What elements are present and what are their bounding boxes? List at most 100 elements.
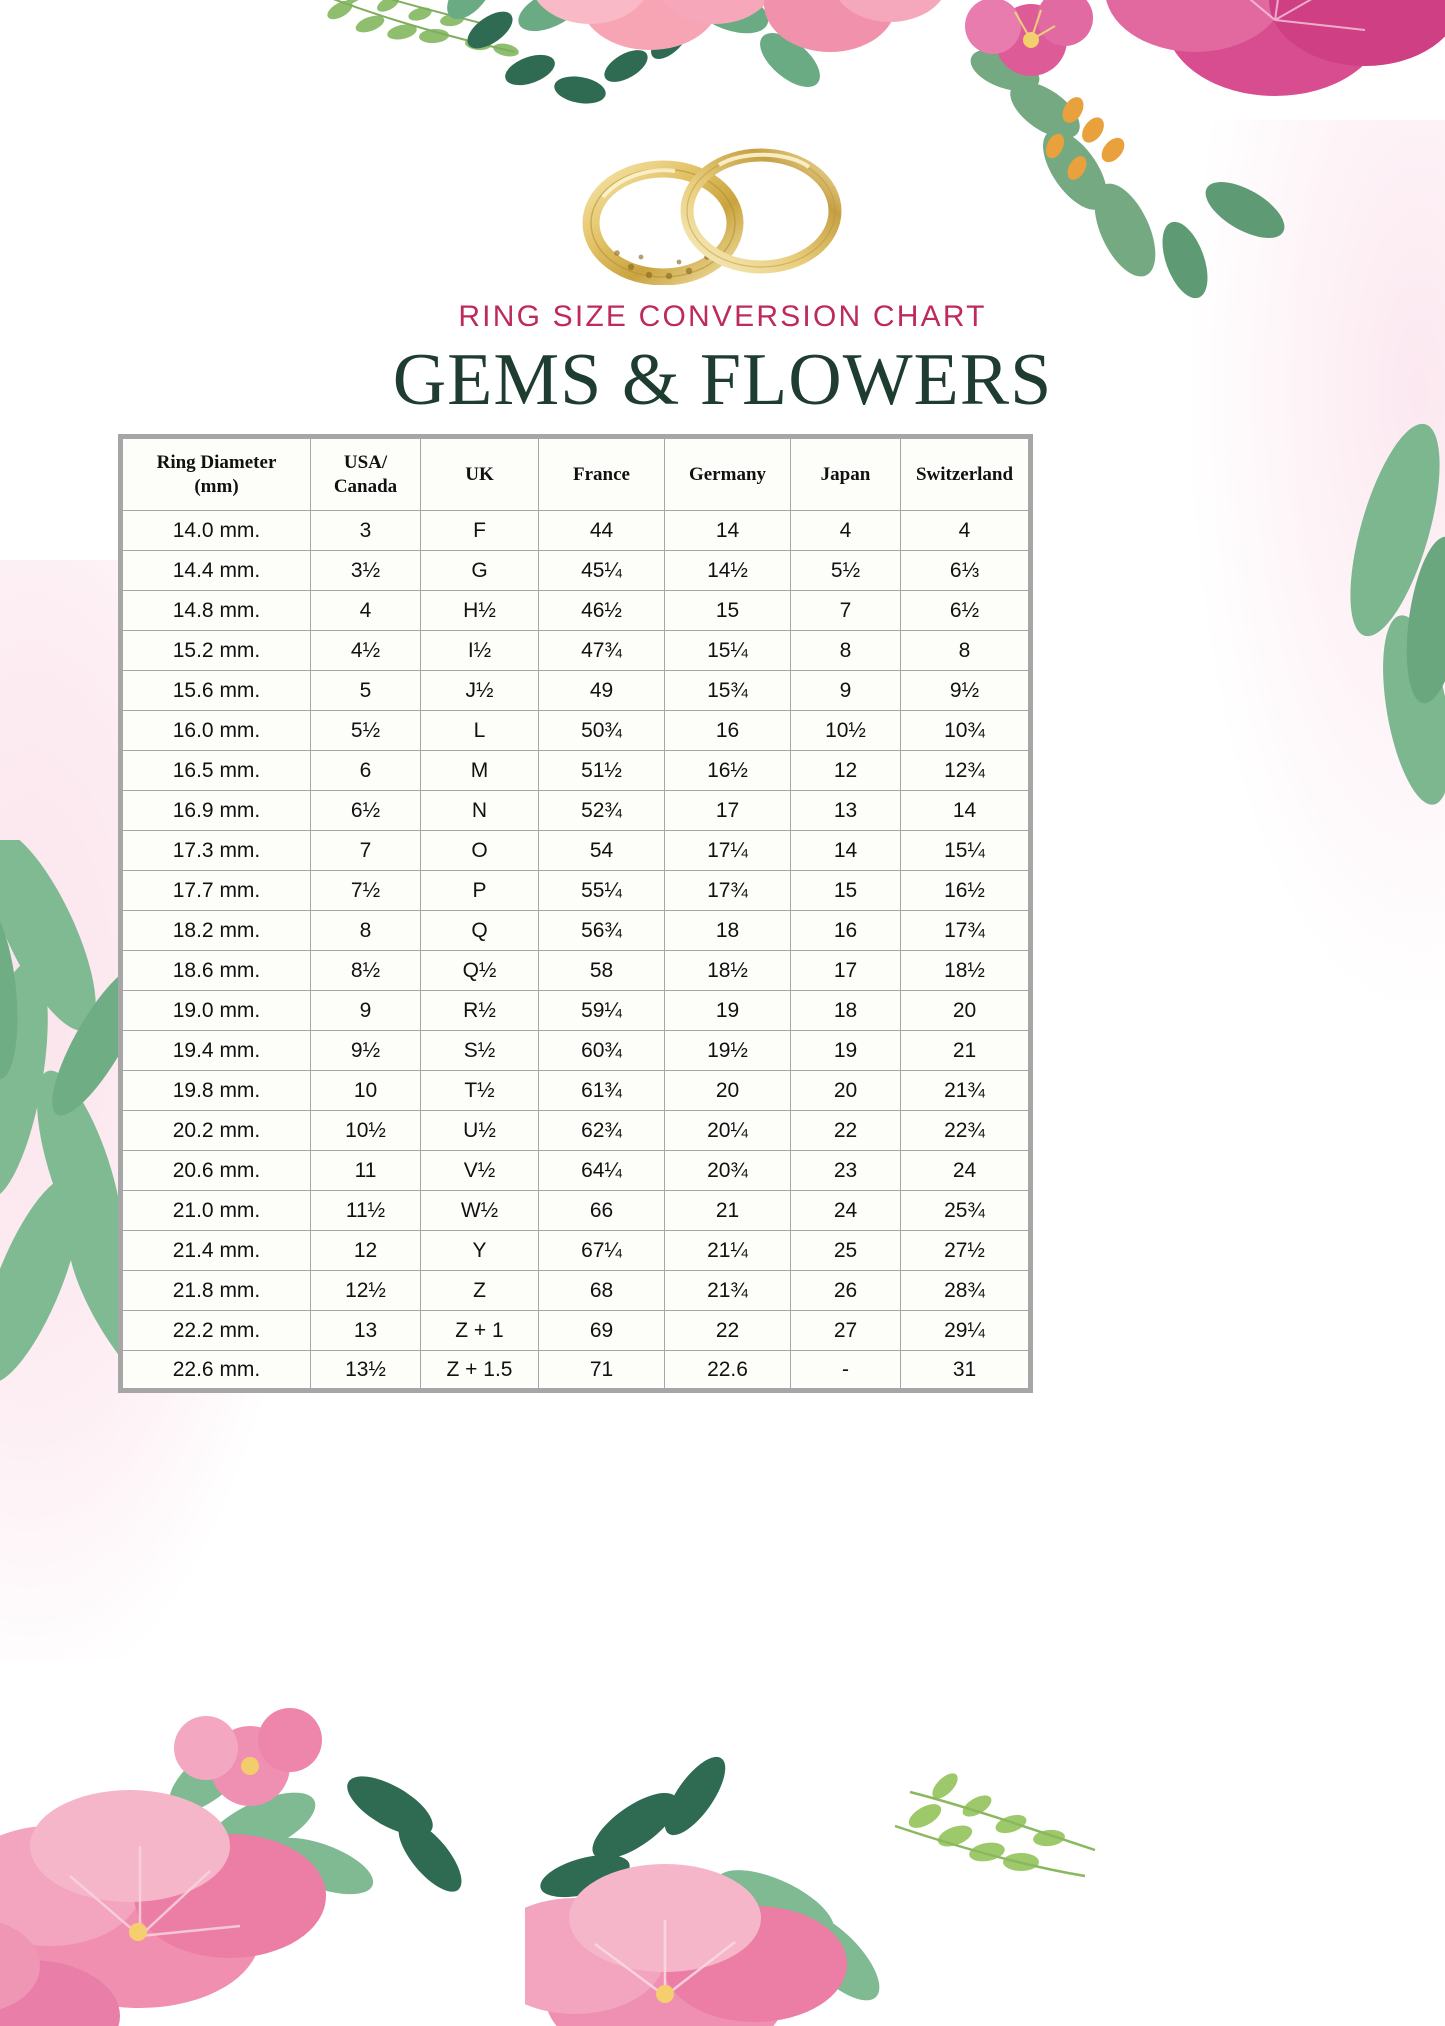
cell-value: 4 bbox=[310, 590, 421, 631]
table-row: 19.8 mm. 10 T½ 61¾ 20 20 21¾ bbox=[120, 1070, 1031, 1111]
cell-value: N bbox=[420, 790, 539, 831]
column-header-line: France bbox=[573, 463, 630, 485]
cell-value: 23 bbox=[790, 1150, 901, 1191]
cell-value: 21¼ bbox=[664, 1230, 791, 1271]
cell-value: 46½ bbox=[538, 590, 665, 631]
cell-value: 62¾ bbox=[538, 1110, 665, 1151]
cell-value: 45¼ bbox=[538, 550, 665, 591]
table-row: 16.5 mm. 6 M 51½ 16½ 12 12¾ bbox=[120, 750, 1031, 791]
cell-value: 17 bbox=[790, 950, 901, 991]
cell-value: 20¾ bbox=[664, 1150, 791, 1191]
chart-subtitle: RING SIZE CONVERSION CHART bbox=[458, 300, 987, 333]
cell-value: 61¾ bbox=[538, 1070, 665, 1111]
cell-value: 8½ bbox=[310, 950, 421, 991]
cell-value: 58 bbox=[538, 950, 665, 991]
cell-value: 12 bbox=[310, 1230, 421, 1271]
cell-value: 11 bbox=[310, 1150, 421, 1191]
cell-ring-diameter: 22.2 mm. bbox=[120, 1310, 311, 1351]
cell-value: 67¼ bbox=[538, 1230, 665, 1271]
column-header-line: Ring Diameter bbox=[156, 451, 277, 473]
cell-value: 54 bbox=[538, 830, 665, 871]
cell-value: 56¾ bbox=[538, 910, 665, 951]
cell-value: 7½ bbox=[310, 870, 421, 911]
table-row: 22.2 mm. 13 Z + 1 69 22 27 29¼ bbox=[120, 1310, 1031, 1351]
column-header-line: Switzerland bbox=[915, 463, 1014, 485]
column-header-japan: Japan bbox=[790, 436, 901, 511]
cell-value: 3½ bbox=[310, 550, 421, 591]
cell-value: T½ bbox=[420, 1070, 539, 1111]
table-row: 22.6 mm. 13½ Z + 1.5 71 22.6-31 bbox=[120, 1350, 1031, 1391]
cell-value: 4½ bbox=[310, 630, 421, 671]
cell-value: 68 bbox=[538, 1270, 665, 1311]
table-row: 16.9 mm. 6½ N 52¾ 17 13 14 bbox=[120, 790, 1031, 831]
cell-value: 27½ bbox=[900, 1230, 1031, 1271]
cell-value: 14½ bbox=[664, 550, 791, 591]
cell-ring-diameter: 16.9 mm. bbox=[120, 790, 311, 831]
two-gold-rings-icon bbox=[582, 148, 841, 285]
cell-value: 19 bbox=[664, 990, 791, 1031]
cell-value: V½ bbox=[420, 1150, 539, 1191]
cell-value: 21¾ bbox=[664, 1270, 791, 1311]
column-header-line: UK bbox=[465, 463, 494, 485]
cell-value: 20 bbox=[900, 990, 1031, 1031]
cell-value: 25 bbox=[790, 1230, 901, 1271]
cell-ring-diameter: 20.6 mm. bbox=[120, 1150, 311, 1191]
cell-ring-diameter: 20.2 mm. bbox=[120, 1110, 311, 1151]
cell-value: U½ bbox=[420, 1110, 539, 1151]
floral-bottom-right-icon bbox=[525, 1756, 1096, 2026]
cell-value: 55¼ bbox=[538, 870, 665, 911]
cell-value: 13 bbox=[310, 1310, 421, 1351]
cell-value: 18½ bbox=[900, 950, 1031, 991]
cell-value: 5½ bbox=[310, 710, 421, 751]
cell-value: 17 bbox=[664, 790, 791, 831]
cell-value: Z + 1 bbox=[420, 1310, 539, 1351]
cell-ring-diameter: 14.0 mm. bbox=[120, 510, 311, 551]
cell-ring-diameter: 14.4 mm. bbox=[120, 550, 311, 591]
cell-value: 22 bbox=[664, 1310, 791, 1351]
cell-value: 49 bbox=[538, 670, 665, 711]
table-row: 14.4 mm. 3½ G 45¼ 14½ 5½ 6⅓ bbox=[120, 550, 1031, 591]
table-header: Ring Diameter (mm) USA/Canada UK France Germa… bbox=[120, 436, 1031, 511]
cell-value: 24 bbox=[790, 1190, 901, 1231]
table-row: 15.6 mm. 5 J½ 49 15¾ 9 9½ bbox=[120, 670, 1031, 711]
cell-value: 31 bbox=[900, 1350, 1031, 1391]
cell-value: 71 bbox=[538, 1350, 665, 1391]
cell-value: 10½ bbox=[310, 1110, 421, 1151]
column-header-line: Japan bbox=[820, 463, 871, 485]
cell-value: 10 bbox=[310, 1070, 421, 1111]
cell-ring-diameter: 15.2 mm. bbox=[120, 630, 311, 671]
cell-value: 13½ bbox=[310, 1350, 421, 1391]
cell-value: Z bbox=[420, 1270, 539, 1311]
cell-value: Y bbox=[420, 1230, 539, 1271]
column-header-line: Germany bbox=[688, 463, 767, 485]
cell-value: 13 bbox=[790, 790, 901, 831]
table-header-row: Ring Diameter (mm) USA/Canada UK France Germa… bbox=[120, 436, 1031, 511]
floral-top-left-sprig-icon bbox=[327, 0, 519, 57]
cell-ring-diameter: 19.0 mm. bbox=[120, 990, 311, 1031]
cell-value: 14 bbox=[790, 830, 901, 871]
cell-value: L bbox=[420, 710, 539, 751]
cell-value: 10¾ bbox=[900, 710, 1031, 751]
cell-value: 6 bbox=[310, 750, 421, 791]
cell-value: 10½ bbox=[790, 710, 901, 751]
cell-ring-diameter: 19.8 mm. bbox=[120, 1070, 311, 1111]
cell-value: O bbox=[420, 830, 539, 871]
cell-value: 20 bbox=[790, 1070, 901, 1111]
cell-value: 9½ bbox=[900, 670, 1031, 711]
cell-value: R½ bbox=[420, 990, 539, 1031]
column-header-usa-canada: USA/Canada bbox=[310, 436, 421, 511]
column-header-uk: UK bbox=[420, 436, 539, 511]
cell-value: 5½ bbox=[790, 550, 901, 591]
cell-value: 20¼ bbox=[664, 1110, 791, 1151]
cell-value: 7 bbox=[310, 830, 421, 871]
cell-value: 17¼ bbox=[664, 830, 791, 871]
table-row: 21.4 mm. 12 Y 67¼ 21¼ 25 27½ bbox=[120, 1230, 1031, 1271]
cell-value: 4 bbox=[790, 510, 901, 551]
table-row: 16.0 mm. 5½ L 50¾ 16 10½ 10¾ bbox=[120, 710, 1031, 751]
cell-ring-diameter: 21.8 mm. bbox=[120, 1270, 311, 1311]
cell-value: M bbox=[420, 750, 539, 791]
cell-value: Q½ bbox=[420, 950, 539, 991]
cell-value: Z + 1.5 bbox=[420, 1350, 539, 1391]
cell-value: 15¼ bbox=[664, 630, 791, 671]
table-body: 14.0 mm. 3 F 44 14 4 4 14.4 mm. 3½ G 45¼ 14½ 5½ 6⅓ 14.… bbox=[120, 510, 1031, 1391]
